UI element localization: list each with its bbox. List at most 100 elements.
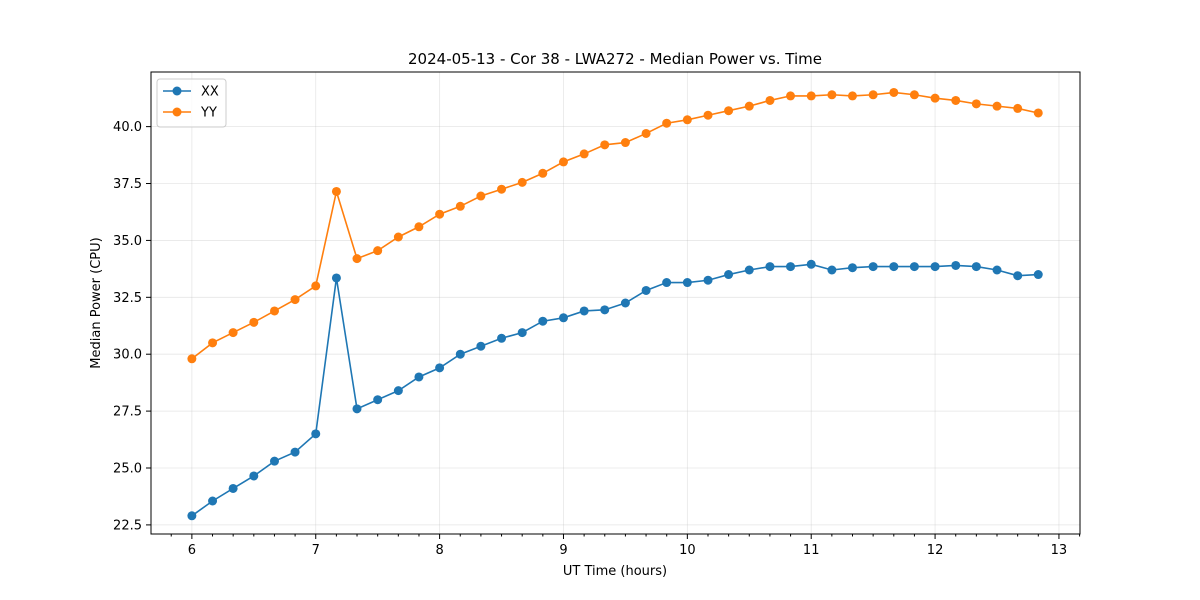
data-point-yy <box>847 91 857 101</box>
data-point-xx <box>517 328 527 338</box>
data-point-yy <box>455 201 465 211</box>
axis-ticks: 6 7 8 9 10 11 12 13 22.5 25.0 27.5 30.0 32.5 35.0 37.5… <box>113 120 1081 558</box>
data-point-yy <box>187 354 197 364</box>
data-point-xx <box>455 349 465 359</box>
legend-label-yy: YY <box>200 106 217 121</box>
data-point-xx <box>600 305 610 315</box>
data-point-yy <box>290 295 300 305</box>
legend-items: XX YY <box>163 85 219 121</box>
data-point-yy <box>827 90 837 100</box>
data-point-yy <box>352 254 362 264</box>
data-point-yy <box>765 95 775 105</box>
y-tick-label: 37.5 <box>113 177 142 192</box>
data-point-yy <box>558 157 568 167</box>
x-tick-label: 8 <box>435 543 443 558</box>
x-axis-label: UT Time (hours) <box>563 564 667 579</box>
data-point-yy <box>311 281 321 291</box>
data-point-yy <box>992 101 1002 111</box>
x-tick-label: 11 <box>803 543 820 558</box>
data-point-xx <box>806 259 816 269</box>
legend-marker-xx <box>172 86 182 96</box>
data-point-yy <box>786 91 796 101</box>
data-point-yy <box>1013 103 1023 113</box>
legend: XX YY <box>156 78 227 128</box>
data-point-xx <box>992 265 1002 275</box>
data-point-yy <box>373 246 383 256</box>
x-tick-label: 9 <box>559 543 567 558</box>
data-point-yy <box>208 338 218 348</box>
legend-marker-yy <box>172 107 182 117</box>
data-point-xx <box>497 333 507 343</box>
data-point-yy <box>951 95 961 105</box>
data-point-xx <box>331 273 341 283</box>
data-point-yy <box>703 110 713 120</box>
data-point-yy <box>497 184 507 194</box>
data-point-yy <box>682 115 692 125</box>
y-tick-label: 35.0 <box>113 234 142 249</box>
data-point-yy <box>579 149 589 159</box>
grid-lines <box>151 72 1080 534</box>
x-tick-label: 12 <box>927 543 944 558</box>
x-tick-label: 13 <box>1051 543 1068 558</box>
data-point-xx <box>786 262 796 272</box>
data-point-xx <box>269 456 279 466</box>
y-tick-label: 25.0 <box>113 462 142 477</box>
data-point-yy <box>517 177 527 187</box>
data-point-yy <box>930 93 940 103</box>
data-point-yy <box>600 140 610 150</box>
data-point-xx <box>909 262 919 272</box>
data-point-xx <box>951 260 961 270</box>
data-point-xx <box>620 298 630 308</box>
y-tick-label: 22.5 <box>113 518 142 533</box>
data-point-yy <box>331 186 341 196</box>
data-point-yy <box>414 222 424 232</box>
data-point-xx <box>930 262 940 272</box>
data-point-xx <box>662 278 672 288</box>
data-point-xx <box>1033 270 1043 280</box>
data-point-yy <box>724 106 734 116</box>
data-point-yy <box>1033 108 1043 118</box>
data-point-xx <box>249 471 259 481</box>
data-point-xx <box>352 404 362 414</box>
data-point-xx <box>971 262 981 272</box>
data-point-xx <box>476 341 486 351</box>
data-point-yy <box>476 191 486 201</box>
data-point-yy <box>538 168 548 178</box>
data-point-yy <box>806 91 816 101</box>
data-point-xx <box>827 265 837 275</box>
data-point-xx <box>868 262 878 272</box>
data-point-yy <box>249 317 259 327</box>
data-point-xx <box>579 306 589 316</box>
data-point-xx <box>765 262 775 272</box>
data-point-yy <box>641 128 651 138</box>
data-point-xx <box>228 483 238 493</box>
data-point-yy <box>435 209 445 219</box>
data-point-yy <box>228 328 238 338</box>
data-point-yy <box>620 138 630 148</box>
plot-frame <box>150 71 1081 535</box>
x-tick-label: 6 <box>188 543 196 558</box>
data-point-yy <box>393 232 403 242</box>
data-point-xx <box>558 313 568 323</box>
data-point-xx <box>435 363 445 373</box>
data-point-yy <box>889 87 899 97</box>
x-tick-label: 7 <box>312 543 320 558</box>
series-layer <box>187 87 1043 521</box>
y-axis-label: Median Power (CPU) <box>89 237 104 368</box>
data-point-xx <box>208 496 218 506</box>
data-point-yy <box>744 101 754 111</box>
data-point-xx <box>538 316 548 326</box>
data-point-xx <box>703 275 713 285</box>
data-point-xx <box>1013 271 1023 281</box>
data-point-xx <box>311 429 321 439</box>
data-point-xx <box>414 372 424 382</box>
data-point-xx <box>290 447 300 457</box>
data-point-xx <box>393 386 403 396</box>
data-point-yy <box>269 306 279 316</box>
y-tick-label: 27.5 <box>113 405 142 420</box>
data-point-xx <box>724 270 734 280</box>
x-tick-label: 10 <box>679 543 696 558</box>
y-tick-label: 40.0 <box>113 120 142 135</box>
series-xx <box>187 259 1043 521</box>
